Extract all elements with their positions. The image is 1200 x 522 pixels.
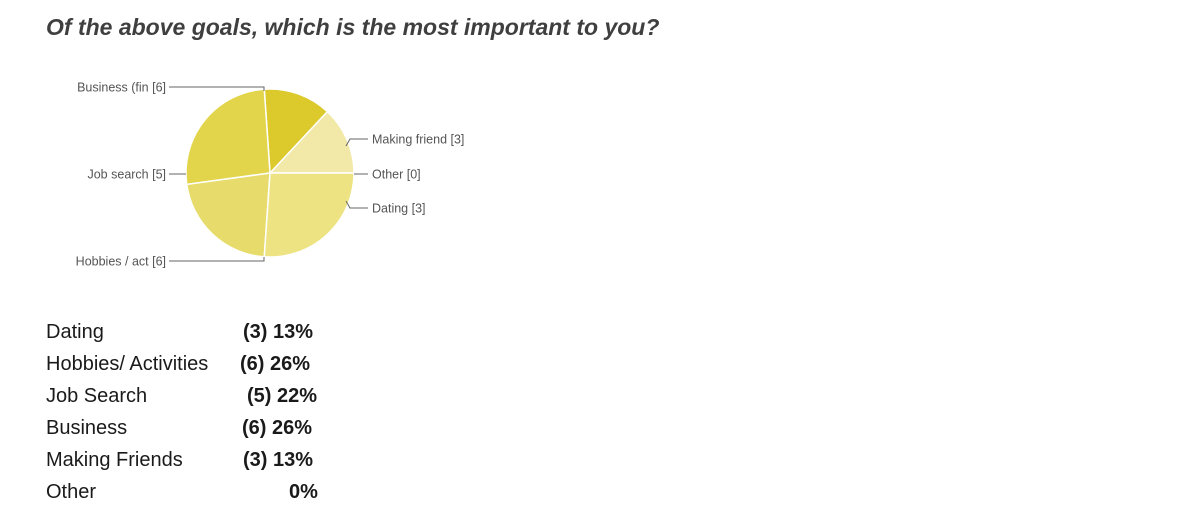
summary-value: (6) 26% [240, 353, 311, 375]
pie-slice-4 [185, 172, 271, 258]
summary-row-other: Other 0% [46, 476, 346, 508]
pie-chart: Making friend [3] Other [0] Dating [3] Hobb… [76, 81, 465, 269]
pie-slice-5 [263, 172, 355, 258]
summary-label: Hobbies/ Activities [46, 353, 209, 375]
pie-slice-0 [268, 110, 355, 174]
summary-row-dating: Dating (3) 13% [46, 316, 346, 348]
leader-line-2 [345, 200, 368, 209]
slice-label-5: Business (fin [6] [77, 81, 166, 95]
pie-slice-2 [263, 88, 329, 175]
summary-label: Making Friends [46, 449, 183, 471]
summary-value: (3) 13% [243, 449, 314, 471]
summary-label: Other [46, 481, 97, 503]
summary-label: Job Search [46, 385, 148, 407]
summary-value: (5) 22% [247, 385, 318, 407]
slice-label-3: Hobbies / act [6] [76, 255, 166, 269]
chart-title: Of the above goals, which is the most im… [46, 14, 660, 40]
leader-line-3 [169, 257, 265, 262]
slice-label-0: Making friend [3] [372, 133, 464, 147]
leader-line-0 [345, 138, 368, 147]
pie-slice-3 [185, 88, 271, 186]
summary-value: (3) 13% [243, 321, 314, 343]
leader-line-5 [169, 86, 265, 91]
slice-label-1: Other [0] [372, 168, 421, 182]
summary-row-hobbies: Hobbies/ Activities (6) 26% [46, 348, 346, 380]
slice-label-2: Dating [3] [372, 202, 426, 216]
summary-table: Dating (3) 13% Hobbies/ Activities (6) 2… [46, 316, 346, 508]
summary-row-job-search: Job Search (5) 22% [46, 380, 346, 412]
summary-value: (6) 26% [242, 417, 313, 439]
summary-row-making-friends: Making Friends (3) 13% [46, 444, 346, 476]
summary-row-business: Business (6) 26% [46, 412, 346, 444]
summary-label: Business [46, 417, 128, 439]
summary-label: Dating [46, 321, 104, 343]
slice-label-4: Job search [5] [87, 168, 166, 182]
summary-value: 0% [289, 481, 318, 503]
